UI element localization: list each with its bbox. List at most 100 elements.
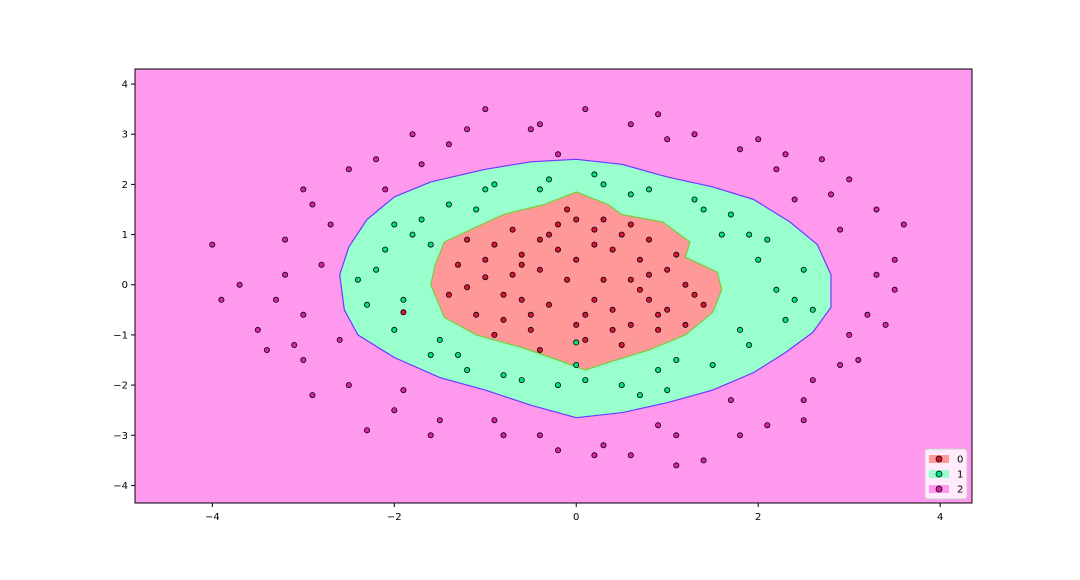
point-class-0 [600,276,607,283]
y-tick-label: −1 [113,330,128,341]
point-class-2 [818,156,825,163]
point-class-0 [573,216,580,223]
point-class-1 [746,341,753,348]
point-class-1 [391,221,398,228]
point-class-2 [691,131,698,138]
point-class-1 [454,351,461,358]
point-class-2 [873,271,880,278]
point-class-2 [755,136,762,143]
point-class-2 [864,311,871,318]
point-class-2 [464,126,471,133]
point-class-1 [591,171,598,178]
point-class-0 [564,206,571,213]
point-class-1 [473,206,480,213]
point-class-0 [564,276,571,283]
point-class-2 [527,126,534,133]
point-class-2 [300,186,307,193]
point-class-0 [627,221,634,228]
point-class-0 [518,296,525,303]
point-class-1 [627,191,634,198]
point-class-0 [682,321,689,328]
point-class-1 [809,306,816,313]
point-class-1 [700,206,707,213]
point-class-1 [445,201,452,208]
point-class-0 [555,221,562,228]
x-tick-label: −4 [205,512,220,523]
point-class-0 [627,276,634,283]
point-class-0 [536,346,543,353]
point-class-0 [509,226,516,233]
point-class-1 [546,176,553,183]
point-class-1 [755,256,762,263]
point-class-2 [673,462,680,469]
point-class-2 [373,156,380,163]
point-class-1 [555,382,562,389]
point-class-0 [700,301,707,308]
point-class-1 [363,301,370,308]
point-class-0 [527,311,534,318]
y-tick-label: 2 [122,180,128,191]
point-class-2 [900,221,907,228]
point-class-2 [873,206,880,213]
point-class-0 [646,271,653,278]
y-tick-label: 4 [122,80,128,91]
point-class-2 [327,221,334,228]
point-class-0 [609,246,616,253]
point-class-0 [500,291,507,298]
point-class-0 [646,296,653,303]
point-class-2 [427,432,434,439]
point-class-1 [800,266,807,273]
point-class-0 [573,256,580,263]
point-class-2 [336,336,343,343]
point-class-2 [382,186,389,193]
point-class-1 [418,216,425,223]
point-class-2 [209,241,216,248]
point-class-2 [600,442,607,449]
data-points [209,106,907,469]
point-class-2 [555,447,562,454]
point-class-2 [300,356,307,363]
region-class-0 [430,191,723,371]
point-class-0 [518,251,525,258]
point-class-1 [673,356,680,363]
point-class-0 [691,291,698,298]
point-class-2 [536,432,543,439]
point-class-1 [427,241,434,248]
point-class-1 [764,236,771,243]
point-class-0 [518,261,525,268]
point-class-1 [400,296,407,303]
point-class-0 [682,281,689,288]
point-class-0 [536,236,543,243]
point-class-2 [309,392,316,399]
point-class-2 [582,106,589,113]
point-class-0 [673,251,680,258]
point-class-2 [436,417,443,424]
point-class-0 [546,231,553,238]
point-class-0 [655,326,662,333]
point-class-2 [445,141,452,148]
point-class-0 [600,216,607,223]
point-class-1 [518,377,525,384]
point-class-0 [491,331,498,338]
point-class-2 [737,146,744,153]
point-class-1 [782,316,789,323]
legend-label-0: 0 [957,455,963,466]
point-class-2 [800,397,807,404]
point-class-2 [773,166,780,173]
point-class-1 [791,296,798,303]
point-class-2 [782,151,789,158]
point-class-1 [573,361,580,368]
legend-marker-2 [935,485,943,493]
point-class-0 [464,284,471,291]
y-tick-label: 3 [122,130,128,141]
point-class-2 [282,271,289,278]
point-class-2 [737,432,744,439]
point-class-0 [555,246,562,253]
legend-label-2: 2 [957,485,963,496]
x-tick-label: 4 [937,512,943,523]
point-class-2 [809,377,816,384]
legend-marker-0 [935,455,943,463]
point-class-0 [636,286,643,293]
x-tick-label: −2 [387,512,402,523]
